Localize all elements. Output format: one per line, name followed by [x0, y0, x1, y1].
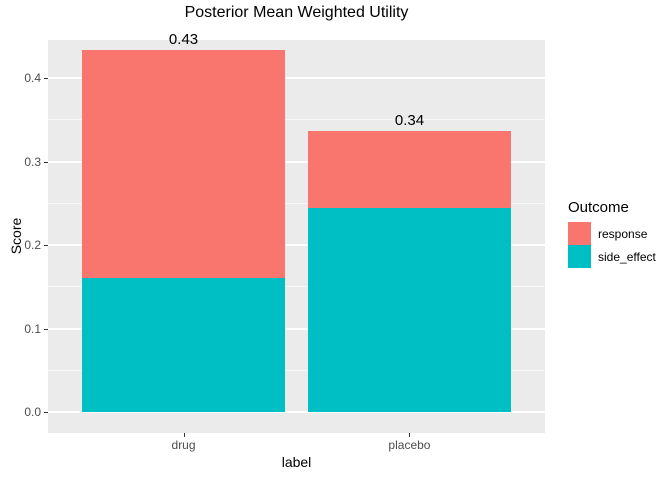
x-tick-mark — [409, 433, 411, 437]
bar-segment-response-placebo — [307, 130, 512, 209]
legend-title: Outcome — [568, 199, 629, 216]
gridline-minor — [48, 286, 545, 288]
y-tick-label: 0.2 — [24, 238, 41, 252]
legend: Outcome response side_effect — [568, 199, 668, 268]
x-tick-label-drug: drug — [171, 438, 196, 452]
y-tick-label: 0.4 — [24, 71, 41, 85]
legend-item-side_effect: side_effect — [568, 245, 668, 268]
gridline-major — [48, 77, 545, 79]
bar-segment-response-drug — [81, 49, 286, 279]
bar-segment-side_effect-placebo — [307, 208, 512, 412]
x-tick-mark — [183, 433, 185, 437]
y-tick-mark — [44, 161, 48, 163]
plot-panel: 0.43 0.34 — [48, 31, 545, 433]
gridline-major — [48, 411, 545, 413]
y-tick-label: 0.3 — [24, 154, 41, 169]
chart-title: Posterior Mean Weighted Utility — [184, 4, 409, 21]
gridline-minor — [48, 202, 545, 204]
gridline-minor — [48, 119, 545, 121]
legend-item-response: response — [568, 222, 668, 245]
y-tick-label: 0.1 — [24, 321, 41, 336]
y-tick-mark — [44, 412, 48, 413]
legend-swatch-side_effect — [568, 245, 591, 268]
gridline-minor — [48, 369, 545, 371]
gridline-major — [48, 327, 545, 330]
bar-total-label: 0.43 — [168, 30, 199, 48]
y-tick-mark — [44, 245, 48, 246]
legend-label: response — [598, 226, 648, 241]
bar-segment-side_effect-drug — [81, 278, 286, 412]
y-tick-mark — [44, 328, 48, 330]
gridline-major — [48, 244, 545, 246]
x-axis-title: label — [281, 454, 312, 470]
legend-label: side_effect — [598, 249, 656, 264]
x-tick-label-placebo: placebo — [388, 438, 431, 452]
y-tick-mark — [44, 78, 48, 79]
y-axis-title: Score — [8, 217, 24, 255]
bar-total-label: 0.34 — [394, 111, 425, 129]
y-tick-label: 0.0 — [24, 405, 41, 419]
legend-items: response side_effect — [568, 222, 668, 268]
legend-swatch-response — [568, 222, 591, 245]
gridline-major — [48, 160, 545, 163]
